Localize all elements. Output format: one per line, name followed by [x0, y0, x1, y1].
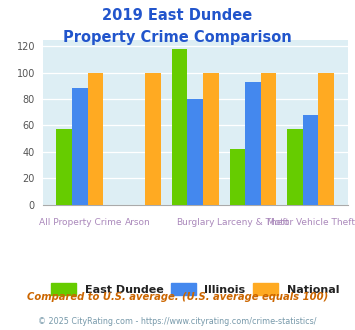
Bar — [72, 88, 88, 205]
Text: Property Crime Comparison: Property Crime Comparison — [63, 30, 292, 45]
Bar — [230, 149, 245, 205]
Bar — [261, 73, 276, 205]
Text: Arson: Arson — [125, 218, 151, 227]
Bar — [245, 82, 261, 205]
Bar — [303, 115, 318, 205]
Text: Compared to U.S. average. (U.S. average equals 100): Compared to U.S. average. (U.S. average … — [27, 292, 328, 302]
Bar — [318, 73, 334, 205]
Bar — [187, 99, 203, 205]
Bar — [172, 49, 187, 205]
Text: 2019 East Dundee: 2019 East Dundee — [102, 8, 253, 23]
Text: Motor Vehicle Theft: Motor Vehicle Theft — [267, 218, 355, 227]
Text: © 2025 CityRating.com - https://www.cityrating.com/crime-statistics/: © 2025 CityRating.com - https://www.city… — [38, 317, 317, 326]
Legend: East Dundee, Illinois, National: East Dundee, Illinois, National — [51, 283, 339, 295]
Bar — [203, 73, 219, 205]
Bar — [145, 73, 161, 205]
Text: All Property Crime: All Property Crime — [39, 218, 121, 227]
Bar — [56, 129, 72, 205]
Bar — [88, 73, 103, 205]
Text: Burglary: Burglary — [176, 218, 214, 227]
Bar — [287, 129, 303, 205]
Text: Larceny & Theft: Larceny & Theft — [217, 218, 289, 227]
